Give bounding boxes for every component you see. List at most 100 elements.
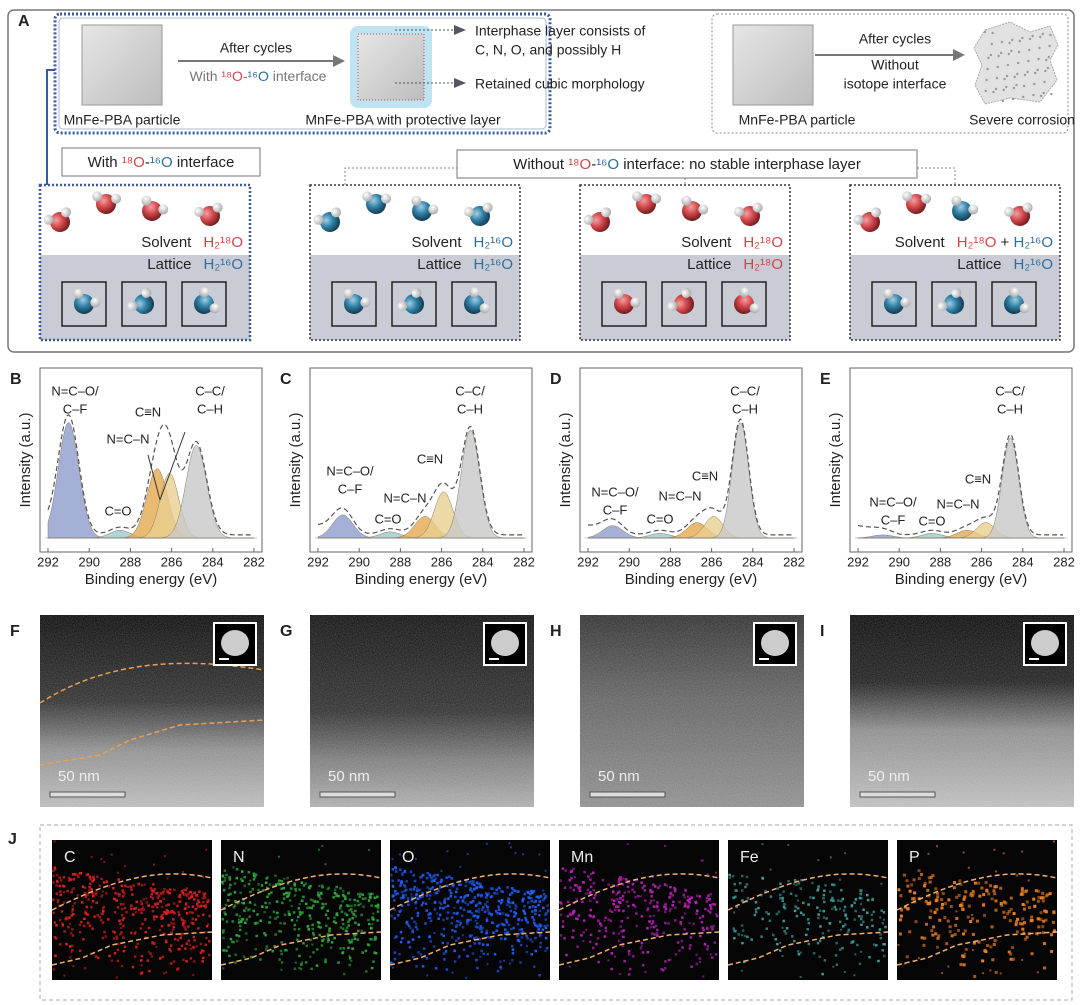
atom-h <box>90 297 101 308</box>
signal <box>419 953 423 956</box>
signal <box>476 926 479 929</box>
signal <box>999 886 1003 890</box>
signal <box>364 949 368 953</box>
signal <box>253 903 257 907</box>
signal <box>491 887 494 890</box>
signal <box>940 972 943 975</box>
signal <box>866 911 869 914</box>
signal <box>944 902 948 906</box>
signal <box>486 917 489 920</box>
signal <box>101 890 104 893</box>
atom-h <box>632 191 643 202</box>
signal <box>596 937 600 940</box>
pit <box>1000 40 1004 44</box>
atom-h <box>698 204 709 215</box>
signal <box>202 892 205 895</box>
pit <box>1013 75 1016 79</box>
water-molecule <box>1004 287 1030 314</box>
signal <box>897 888 901 892</box>
atom-h <box>734 206 745 217</box>
signal <box>362 905 365 909</box>
signal <box>1052 910 1056 914</box>
signal <box>627 904 630 908</box>
signal <box>131 913 135 916</box>
signal <box>581 881 585 884</box>
x-tick-label: 290 <box>888 554 910 569</box>
signal <box>646 951 650 954</box>
signal <box>486 905 489 908</box>
signal <box>418 888 421 892</box>
signal <box>123 884 127 888</box>
signal <box>96 956 100 960</box>
signal <box>679 922 683 926</box>
signal <box>741 934 744 937</box>
signal <box>782 890 785 893</box>
signal <box>405 920 409 924</box>
signal <box>683 928 687 931</box>
signal <box>532 890 536 893</box>
signal <box>150 905 154 909</box>
pit <box>1049 33 1052 37</box>
signal <box>935 891 939 895</box>
signal <box>433 932 436 935</box>
signal <box>860 923 863 927</box>
signal <box>644 899 647 902</box>
signal <box>542 898 545 902</box>
signal <box>617 932 620 935</box>
signal <box>85 905 89 909</box>
signal <box>421 895 424 898</box>
signal <box>400 890 404 894</box>
atom-h <box>141 287 152 298</box>
label-part: Solvent <box>141 234 192 251</box>
signal <box>403 870 407 874</box>
signal <box>689 936 693 939</box>
signal <box>165 908 169 912</box>
signal <box>778 949 782 952</box>
signal <box>181 923 185 927</box>
peak-label: C–F <box>603 502 628 517</box>
signal <box>415 889 419 893</box>
signal <box>503 959 506 962</box>
signal <box>390 961 393 964</box>
signal <box>827 929 830 932</box>
signal <box>367 892 371 896</box>
signal <box>498 912 502 915</box>
signal <box>445 876 448 879</box>
signal <box>818 955 822 958</box>
label: F <box>10 623 20 640</box>
signal <box>278 879 281 882</box>
signal <box>656 928 659 932</box>
signal <box>967 866 970 869</box>
signal <box>140 908 143 911</box>
signal <box>71 928 74 931</box>
pit <box>1046 66 1050 70</box>
pit <box>1028 37 1032 41</box>
signal <box>462 948 466 952</box>
x-tick-label: 292 <box>847 554 869 569</box>
signal <box>367 918 370 922</box>
signal <box>201 956 205 960</box>
signal <box>232 866 235 869</box>
signal <box>152 915 156 918</box>
signal <box>120 964 124 968</box>
signal <box>845 917 849 920</box>
signal <box>546 909 550 912</box>
signal <box>222 929 225 932</box>
signal <box>982 893 986 897</box>
signal <box>607 883 611 886</box>
signal <box>100 912 103 915</box>
signal <box>113 897 117 901</box>
signal <box>474 919 477 922</box>
signal <box>137 908 141 911</box>
signal <box>728 876 732 879</box>
scale-bar-label: 50 nm <box>328 768 370 785</box>
signal <box>234 953 237 957</box>
signal <box>860 902 863 905</box>
label-part: Solvent <box>681 234 732 251</box>
signal <box>643 884 646 888</box>
signal <box>361 893 364 897</box>
signal <box>409 927 412 930</box>
signal <box>525 919 528 922</box>
signal <box>635 912 638 915</box>
signal <box>335 894 338 898</box>
